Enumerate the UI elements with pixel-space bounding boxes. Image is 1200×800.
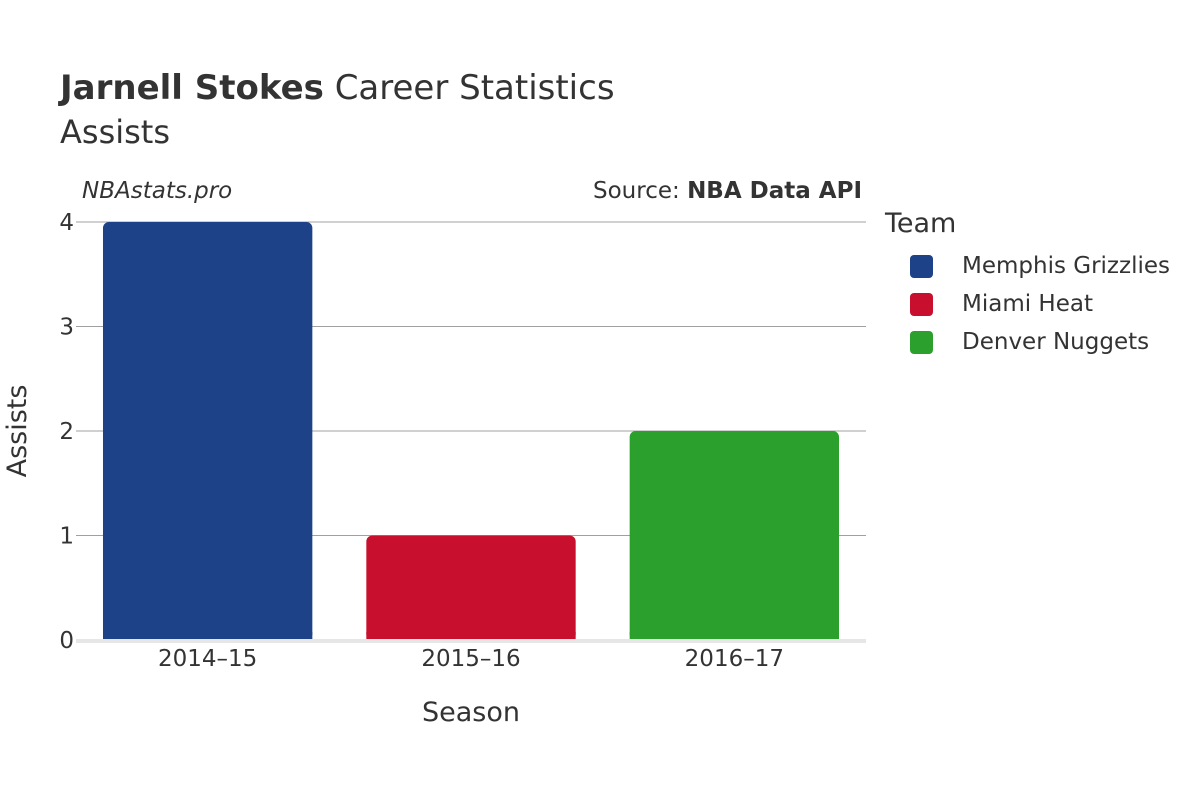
x-tick-label: 2015–16 <box>421 646 520 672</box>
bar-base <box>366 632 576 640</box>
legend-label: Memphis Grizzlies <box>962 253 1170 279</box>
legend-label: Miami Heat <box>962 291 1093 317</box>
legend-title: Team <box>885 208 957 239</box>
x-tick-label: 2014–15 <box>158 646 257 672</box>
title-rest: Career Statistics <box>334 68 615 108</box>
watermark: NBAstats.pro <box>82 178 233 204</box>
y-tick-label: 0 <box>59 628 74 654</box>
y-tick-label: 1 <box>59 524 74 550</box>
chart-subtitle: Assists <box>60 113 171 151</box>
bar-base <box>102 632 313 640</box>
y-axis-label: Assists <box>2 385 33 478</box>
y-tick-label: 2 <box>59 419 74 445</box>
y-tick-label: 4 <box>59 210 74 236</box>
source-name: NBA Data API <box>687 178 862 204</box>
source-prefix: Source: <box>593 178 688 204</box>
source-credit: Source: NBA Data API <box>593 178 862 204</box>
legend-label: Denver Nuggets <box>962 329 1150 355</box>
bar <box>366 535 576 640</box>
legend-item-miami-heat[interactable]: Miami Heat <box>910 291 1093 317</box>
legend-swatch-miami-heat <box>910 292 933 316</box>
player-name: Jarnell Stokes <box>60 68 324 108</box>
bar <box>102 222 313 640</box>
bar <box>629 431 840 640</box>
legend-item-denver-nuggets[interactable]: Denver Nuggets <box>910 329 1149 355</box>
chart-title: Jarnell Stokes Career Statistics <box>60 66 615 110</box>
x-tick-label: 2016–17 <box>685 646 784 672</box>
legend-item-memphis-grizzlies[interactable]: Memphis Grizzlies <box>910 253 1170 279</box>
bar-base <box>629 632 840 640</box>
legend-swatch-memphis-grizzlies <box>910 254 933 278</box>
x-axis-label: Season <box>422 697 520 728</box>
y-tick-label: 3 <box>59 315 74 341</box>
legend-swatch-denver-nuggets <box>910 330 933 354</box>
